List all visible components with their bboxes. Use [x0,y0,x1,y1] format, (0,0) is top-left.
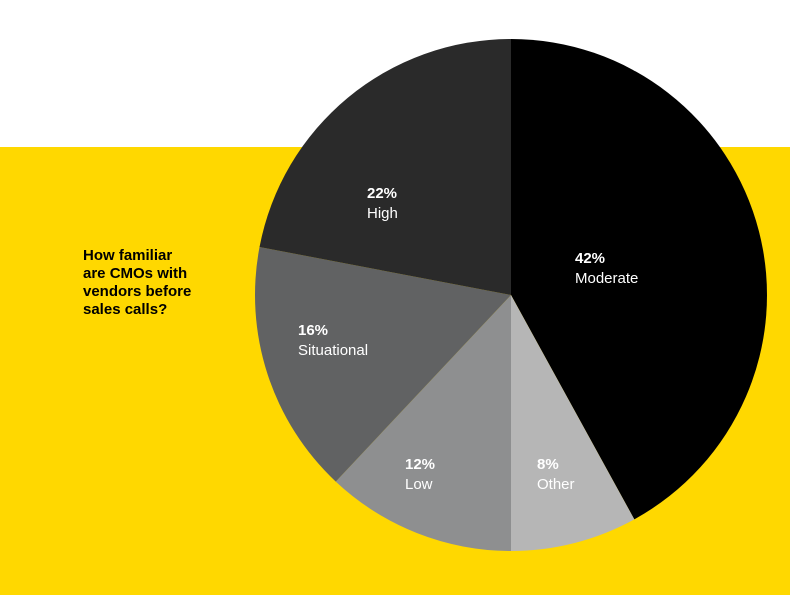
pie-slice-high [259,39,511,295]
pie-slice-other [511,295,635,551]
slice-category-label-situational: Situational [298,342,368,359]
slice-category-label-low: Low [405,476,433,493]
question-line-3: vendors before [83,283,192,300]
question-line-2: are CMOs with [83,265,188,282]
pie-slice-situational [254,247,511,482]
slice-category-label-moderate: Moderate [575,270,638,287]
question-line-4: sales calls? [83,301,168,318]
question-line-1: How familiar [83,247,173,264]
slice-value-label-low: 12% [405,456,435,473]
chart-question: How familiar are CMOs with vendors befor… [83,247,233,319]
slice-value-label-high: 22% [367,185,397,202]
pie-slice-low [335,295,511,551]
slice-value-label-moderate: 42% [575,250,605,267]
slice-category-label-other: Other [537,476,575,493]
slice-value-label-other: 8% [537,456,559,473]
slice-category-label-high: High [367,205,398,222]
pie-slice-moderate [511,39,767,520]
slice-value-label-situational: 16% [298,322,328,339]
